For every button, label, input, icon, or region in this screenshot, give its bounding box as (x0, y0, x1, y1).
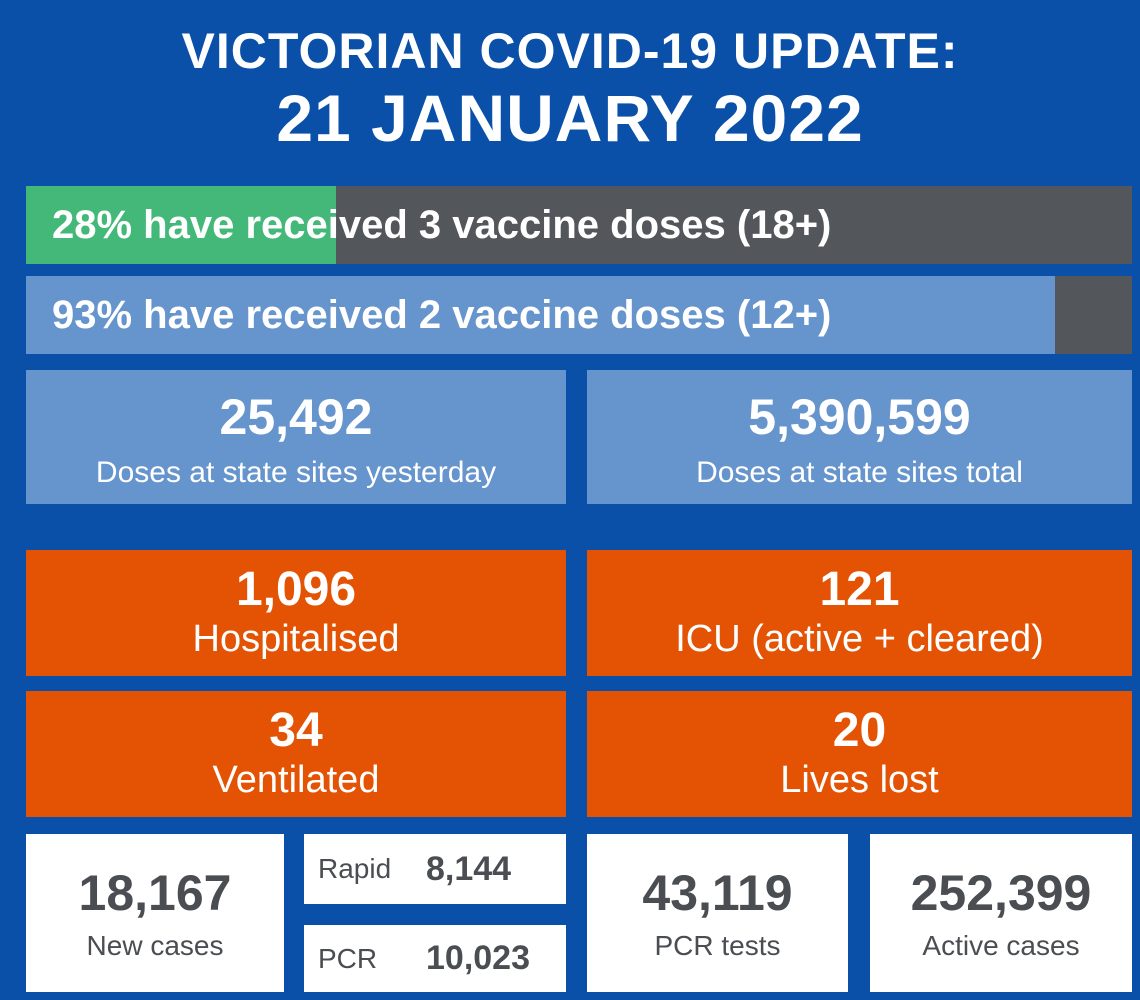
hospitalised-value: 1,096 (235, 563, 357, 616)
two-dose-label: 93% have received 2 vaccine doses (12+) (52, 293, 832, 337)
three-dose-progress-bar: 28% have received 3 vaccine doses (18+) (26, 186, 1132, 264)
pcr-cases-panel: PCR 10,023 (304, 925, 566, 992)
active-cases-value: 252,399 (910, 865, 1092, 921)
lives-lost-value: 20 (832, 704, 887, 757)
doses-total-panel: 5,390,599 Doses at state sites total (587, 370, 1132, 504)
rapid-cases-label: Rapid (318, 853, 392, 884)
new-cases-label: New cases (86, 930, 224, 961)
lives-lost-panel: 20 Lives lost (587, 691, 1132, 817)
doses-yesterday-label: Doses at state sites yesterday (95, 456, 497, 489)
active-cases-panel: 252,399 Active cases (870, 834, 1132, 992)
new-cases-value: 18,167 (78, 865, 232, 921)
pcr-tests-label: PCR tests (654, 930, 781, 961)
pcr-tests-panel: 43,119 PCR tests (587, 834, 848, 992)
doses-total-value: 5,390,599 (748, 389, 971, 445)
three-dose-label: 28% have received 3 vaccine doses (18+) (52, 203, 832, 247)
page-date: 21 JANUARY 2022 (276, 81, 864, 155)
rapid-cases-panel: Rapid 8,144 (304, 834, 566, 904)
hospitalised-label: Hospitalised (192, 618, 400, 660)
lives-lost-label: Lives lost (780, 759, 939, 801)
pcr-cases-label: PCR (318, 943, 378, 974)
doses-total-label: Doses at state sites total (696, 456, 1023, 489)
hospitalised-panel: 1,096 Hospitalised (26, 550, 566, 676)
doses-yesterday-value: 25,492 (219, 389, 373, 445)
rapid-cases-value: 8,144 (426, 850, 512, 888)
icu-label: ICU (active + cleared) (675, 618, 1044, 660)
icu-panel: 121 ICU (active + cleared) (587, 550, 1132, 676)
icu-value: 121 (819, 563, 900, 616)
two-dose-progress-fill (26, 276, 1055, 354)
pcr-tests-value: 43,119 (642, 865, 793, 921)
active-cases-label: Active cases (922, 930, 1080, 961)
pcr-cases-value: 10,023 (426, 939, 530, 977)
two-dose-progress-bar: 93% have received 2 vaccine doses (12+) (26, 276, 1132, 354)
ventilated-value: 34 (269, 704, 323, 757)
new-cases-panel: 18,167 New cases (26, 834, 284, 992)
page-title: VICTORIAN COVID-19 UPDATE: (181, 23, 959, 79)
doses-yesterday-panel: 25,492 Doses at state sites yesterday (26, 370, 566, 504)
ventilated-label: Ventilated (212, 759, 380, 801)
three-dose-progress-fill (26, 186, 336, 264)
ventilated-panel: 34 Ventilated (26, 691, 566, 817)
